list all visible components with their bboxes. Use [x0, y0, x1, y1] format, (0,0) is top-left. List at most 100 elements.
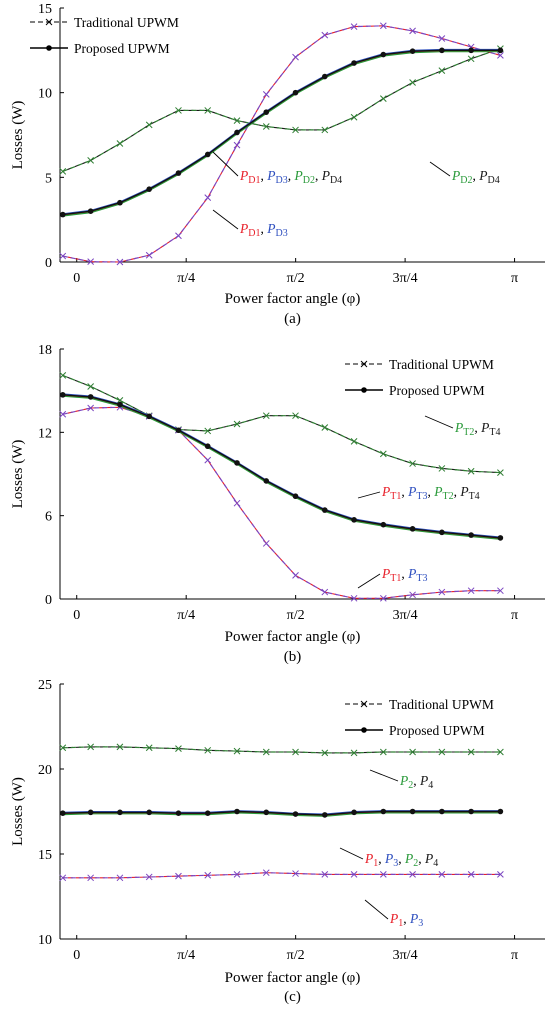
data-point	[262, 748, 270, 756]
x-tick-label: π/2	[287, 271, 305, 286]
data-point	[59, 168, 67, 175]
annotation-leader	[369, 769, 399, 782]
data-point	[467, 748, 475, 756]
panel-caption: (c)	[284, 989, 301, 1005]
annotation: P1, P3	[364, 899, 423, 929]
series-trad-low	[59, 403, 504, 602]
annotation: PT2, PT4	[424, 415, 500, 438]
data-point	[59, 410, 67, 418]
data-point	[233, 117, 241, 124]
data-point	[116, 140, 124, 147]
data-point	[233, 141, 241, 149]
series-trad-high	[59, 372, 504, 476]
data-point	[497, 47, 504, 54]
data-point	[321, 31, 329, 39]
annotation: PD1, PD3	[212, 209, 288, 239]
annotation-label: P2, P4	[399, 773, 433, 791]
series-line-overlay	[62, 25, 501, 263]
data-point	[175, 107, 182, 114]
series-line-overlay	[62, 48, 501, 172]
y-tick-label: 0	[45, 256, 52, 271]
data-point	[379, 450, 387, 458]
data-point	[409, 591, 416, 599]
y-tick-label: 25	[38, 678, 52, 693]
series-line-overlay	[62, 406, 501, 599]
data-point	[467, 871, 475, 878]
data-point	[87, 394, 94, 400]
data-point	[292, 126, 299, 134]
x-tick-label: π	[511, 271, 518, 286]
y-axis-label: Losses (W)	[10, 101, 26, 170]
data-point	[87, 208, 94, 214]
legend-label: Traditional UPWM	[74, 15, 179, 30]
series-trad-high	[59, 743, 504, 757]
data-point	[204, 871, 212, 879]
data-point	[117, 199, 123, 206]
data-point	[262, 540, 270, 547]
data-point	[117, 401, 123, 408]
x-tick-label: π/2	[287, 608, 305, 623]
data-point	[379, 594, 387, 602]
chart-panel-3: 10 15 20 25 0 π/4 π/2 3π/4 π Power factor angle (…	[10, 678, 545, 1005]
data-point	[409, 808, 416, 815]
x-axis-label: Power factor angle (φ)	[225, 970, 361, 986]
data-point	[380, 521, 387, 528]
x-tick-label: 0	[73, 948, 80, 963]
data-point	[116, 258, 124, 266]
data-point	[146, 186, 152, 192]
data-point	[263, 809, 270, 816]
y-tick-label: 10	[38, 933, 52, 948]
series-trad-low	[59, 22, 504, 266]
data-point	[409, 48, 416, 54]
x-tick-label: π	[511, 948, 518, 963]
annotation-leader	[339, 847, 364, 860]
data-point	[145, 121, 153, 129]
series-line-phase2	[62, 395, 501, 540]
legend: Traditional UPWM Proposed UPWM	[345, 697, 494, 738]
annotation-leader	[212, 151, 239, 177]
series-prop	[59, 808, 504, 818]
data-point	[350, 871, 358, 878]
x-tick-label: π/4	[177, 948, 195, 963]
data-point	[116, 874, 124, 882]
panel-caption: (a)	[284, 311, 301, 327]
data-point	[204, 810, 211, 816]
data-point	[59, 744, 67, 752]
annotation-leader	[429, 161, 451, 177]
data-point	[438, 871, 446, 878]
legend-item: Traditional UPWM	[30, 15, 179, 30]
data-point	[467, 467, 475, 475]
data-point	[59, 372, 67, 379]
data-point	[438, 588, 446, 596]
data-point	[59, 874, 67, 882]
annotation: PT1, PT3, PT2, PT4	[357, 484, 480, 502]
y-tick-label: 5	[45, 171, 52, 186]
annotation-leader	[212, 209, 239, 230]
data-point	[234, 808, 240, 815]
y-tick-label: 15	[38, 2, 52, 17]
data-point	[497, 871, 504, 878]
data-point	[59, 392, 66, 398]
data-point	[321, 424, 329, 431]
data-point	[438, 748, 446, 756]
y-tick-label: 6	[45, 510, 52, 525]
data-point	[379, 95, 387, 102]
data-point	[321, 73, 328, 80]
data-point	[87, 157, 95, 164]
data-point	[116, 397, 124, 404]
y-tick-label: 20	[38, 763, 52, 778]
data-point	[262, 412, 270, 420]
data-point	[87, 743, 95, 751]
series-line	[62, 48, 501, 172]
data-point	[145, 873, 153, 881]
data-point	[350, 749, 358, 757]
data-point	[59, 810, 66, 816]
x-axis-label: Power factor angle (φ)	[225, 291, 361, 307]
panel-caption: (b)	[284, 649, 302, 665]
data-point	[59, 252, 67, 260]
annotation-label: PT2, PT4	[454, 420, 500, 438]
data-point	[204, 456, 212, 464]
annotation-leader	[424, 415, 454, 429]
legend-item: Traditional UPWM	[345, 357, 494, 372]
data-point	[438, 35, 446, 42]
